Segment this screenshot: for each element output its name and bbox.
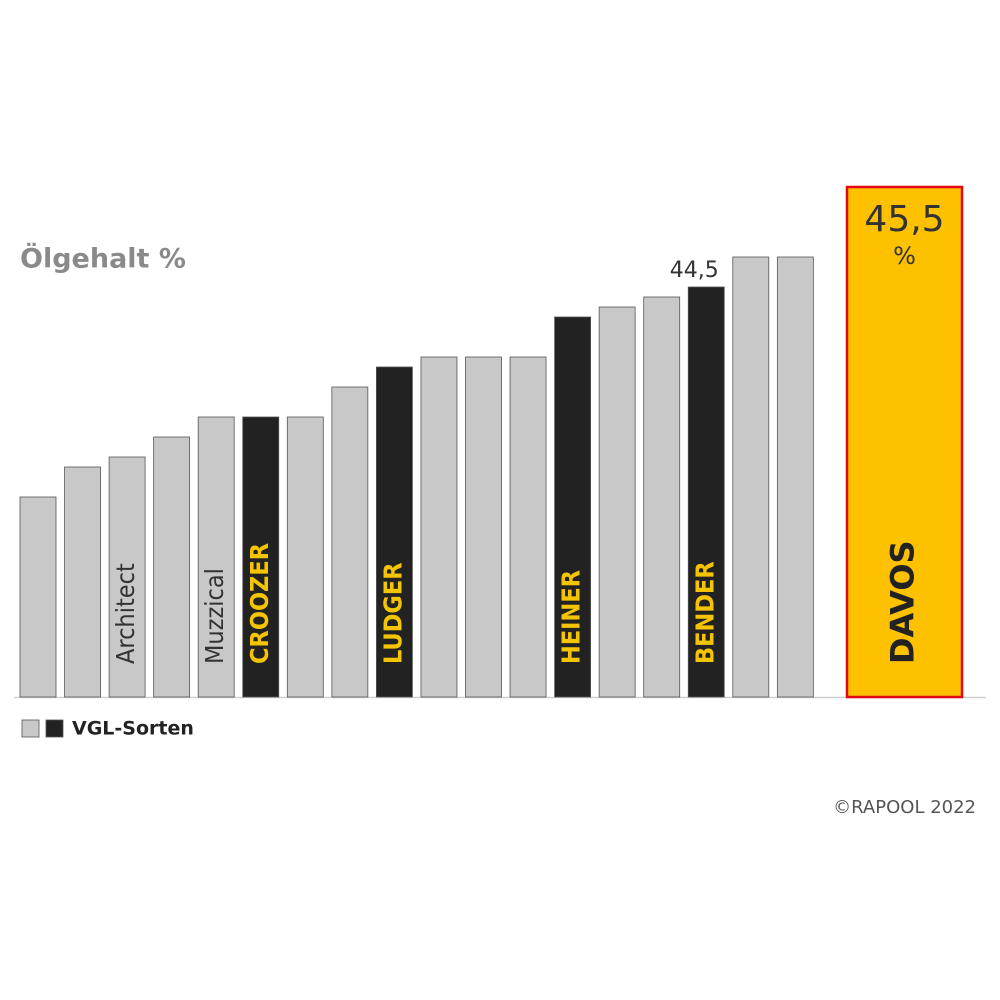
bar — [509, 356, 547, 698]
bar-label: HEINER — [557, 570, 586, 664]
bar — [687, 286, 725, 698]
bar — [19, 496, 57, 698]
bar — [153, 436, 191, 698]
bar — [420, 356, 458, 698]
bar — [286, 416, 324, 698]
bar — [64, 466, 101, 698]
chart-title: Ölgehalt % — [20, 242, 186, 275]
bar — [776, 256, 814, 698]
bar — [465, 356, 502, 698]
bar-label: BENDER — [690, 561, 719, 664]
bar — [845, 185, 964, 699]
bar-label: LUDGER — [378, 562, 407, 664]
bar-label: Architect — [111, 563, 140, 664]
bar — [242, 416, 280, 698]
bar — [108, 456, 146, 698]
bar — [375, 366, 413, 698]
value-label: 45,5 — [864, 199, 944, 240]
bar — [331, 386, 369, 698]
legend-swatch — [45, 719, 64, 738]
source: ©RAPOOL 2022 — [833, 797, 976, 818]
bar — [197, 416, 235, 698]
value-unit: % — [893, 242, 916, 270]
legend-swatch — [21, 719, 40, 738]
bar-label: Muzzical — [200, 568, 229, 664]
bar-label: DAVOS — [884, 540, 922, 664]
bar-label: CROOZER — [245, 543, 274, 664]
bar — [598, 306, 636, 698]
legend-label: VGL-Sorten — [72, 718, 194, 740]
bar — [554, 316, 591, 698]
bar — [732, 256, 770, 698]
value-label: 44,5 — [670, 258, 719, 283]
bar — [643, 296, 681, 698]
